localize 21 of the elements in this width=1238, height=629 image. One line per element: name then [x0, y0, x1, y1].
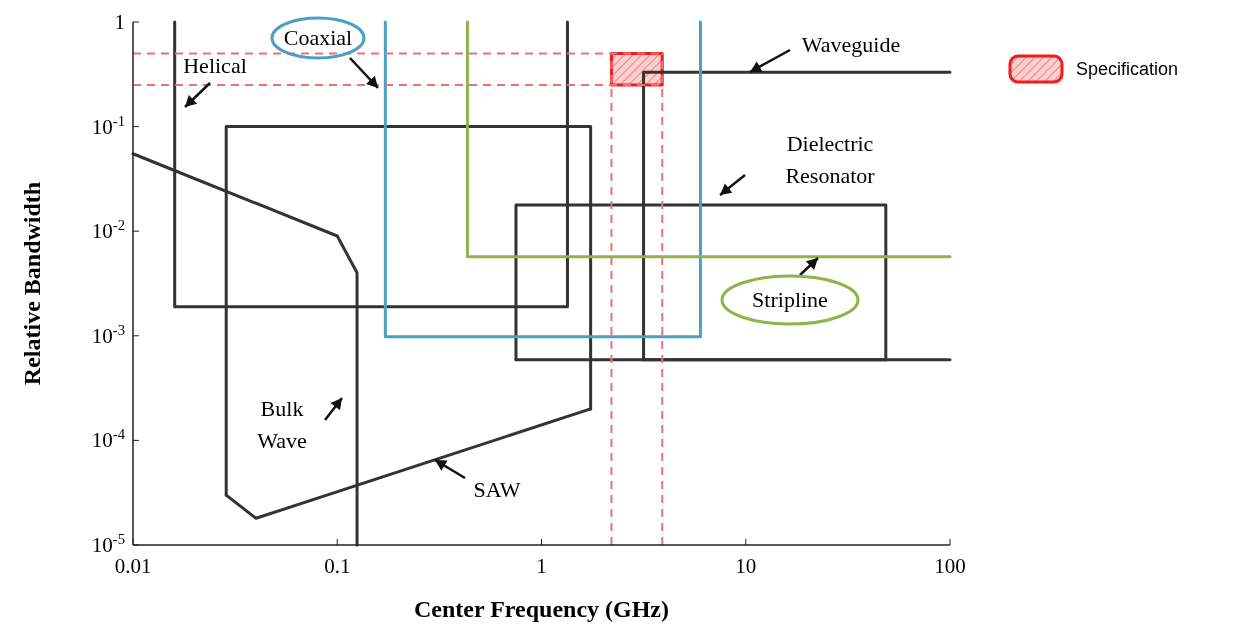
- x-tick-label: 10: [735, 554, 757, 578]
- x-tick-label: 1: [536, 554, 547, 578]
- x-tick-label: 100: [934, 554, 966, 578]
- y-tick-label: 10$^{-3}$: [91, 321, 125, 348]
- y-tick-label: 10$^{-4}$: [91, 426, 126, 453]
- y-axis-title: Relative Bandwidth: [19, 181, 45, 386]
- y-tick-label: 10$^{-5}$: [91, 531, 125, 557]
- annotation: Coaxial: [283, 25, 353, 50]
- annotation: Helical: [183, 53, 247, 78]
- x-tick-label: 0.01: [114, 554, 152, 578]
- annotation: Stripline: [752, 287, 828, 312]
- annotation: Bulk Wave: [257, 396, 307, 453]
- annotation: SAW: [473, 477, 521, 502]
- legend-label: Specification: [1076, 59, 1179, 79]
- y-tick-label: 10$^{-2}$: [91, 217, 125, 244]
- x-axis-title: Center Frequency (GHz): [413, 596, 670, 622]
- y-tick-label: 1: [114, 10, 125, 34]
- annotation: Dielectric Resonator: [785, 131, 876, 188]
- y-tick-label: 10$^{-1}$: [91, 112, 125, 139]
- x-tick-label: 0.1: [324, 554, 351, 578]
- annotation: Waveguide: [801, 32, 901, 57]
